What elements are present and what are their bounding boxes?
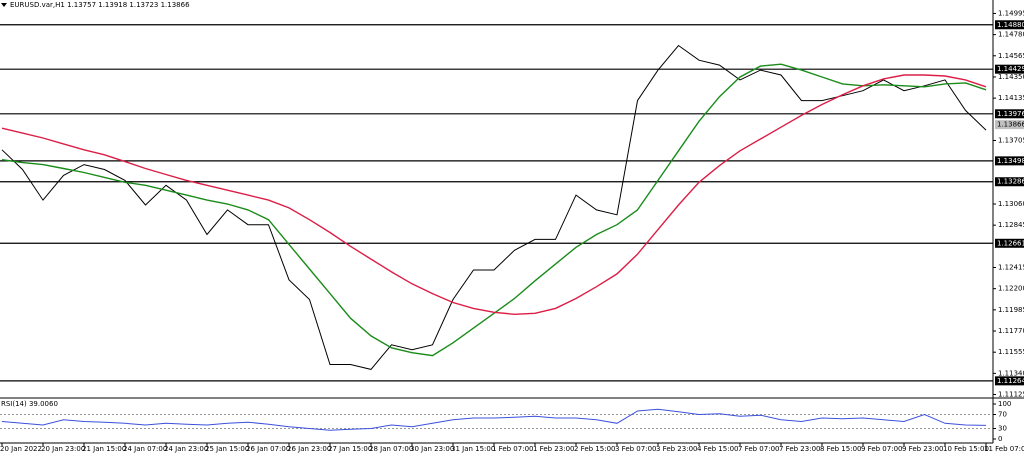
y-tick-label: 1.11985 (998, 306, 1024, 314)
y-tick-label: 1.14135 (998, 94, 1024, 102)
series-line (1, 63, 987, 357)
y-tick-label: 100 (998, 400, 1011, 408)
level-label-box (995, 376, 1024, 386)
level-label: 1.13498 (997, 157, 1024, 165)
x-tick-label: 3 Feb 07:00 (615, 445, 656, 453)
level-label-box (995, 64, 1024, 74)
x-tick-label: 1 Feb 07:00 (492, 445, 533, 453)
y-tick-label: 1.12415 (998, 264, 1024, 272)
level-label-box (995, 156, 1024, 166)
y-tick-label: 1.14565 (998, 52, 1024, 60)
chart-title: EURUSD.var,H1 1.13757 1.13918 1.13723 1.… (10, 1, 190, 9)
level-label-box (995, 177, 1024, 187)
x-tick-label: 20 Jan 2022 (0, 445, 42, 453)
series-line (1, 408, 987, 431)
current-price-box (995, 120, 1024, 130)
x-tick-label: 8 Feb 15:00 (820, 445, 861, 453)
y-tick-label: 1.11555 (998, 348, 1024, 356)
x-tick-label: 27 Jan 15:00 (328, 445, 372, 453)
x-tick-label: 10 Feb 15:00 (943, 445, 989, 453)
x-tick-label: 26 Jan 23:00 (287, 445, 331, 453)
level-label: 1.12661 (997, 239, 1024, 247)
x-tick-label: 31 Jan 15:00 (451, 445, 495, 453)
y-tick-label: 1.12200 (998, 285, 1024, 293)
x-tick-label: 26 Jan 07:00 (246, 445, 290, 453)
menu-triangle[interactable] (1, 3, 7, 7)
level-label: 1.14429 (997, 65, 1024, 73)
y-tick-label: 0 (998, 435, 1002, 443)
x-tick-label: 20 Jan 23:00 (41, 445, 85, 453)
y-tick-label: 1.12845 (998, 221, 1024, 229)
x-tick-label: 28 Jan 07:00 (369, 445, 413, 453)
rsi-title: RSI(14) 39.0060 (1, 400, 58, 408)
x-tick-label: 3 Feb 23:00 (656, 445, 697, 453)
x-tick-label: 9 Feb 07:00 (861, 445, 902, 453)
x-tick-label: 25 Jan 15:00 (205, 445, 249, 453)
x-tick-label: 24 Jan 23:00 (164, 445, 208, 453)
x-tick-label: 9 Feb 23:00 (902, 445, 943, 453)
level-label: 1.14880 (997, 21, 1024, 29)
y-tick-label: 1.14780 (998, 31, 1024, 39)
y-tick-label: 1.13705 (998, 136, 1024, 144)
level-label: 1.13976 (997, 110, 1024, 118)
x-tick-label: 2 Feb 15:00 (574, 445, 615, 453)
level-label-box (995, 20, 1024, 30)
level-label: 1.11264 (997, 377, 1024, 385)
y-tick-label: 1.11125 (998, 391, 1024, 399)
x-tick-label: 30 Jan 23:00 (410, 445, 454, 453)
x-tick-label: 7 Feb 23:00 (779, 445, 820, 453)
current-price-label: 1.13866 (997, 121, 1024, 129)
y-tick-label: 1.11340 (998, 369, 1024, 377)
series-line (1, 44, 987, 370)
y-tick-label: 1.13060 (998, 200, 1024, 208)
x-tick-label: 1 Feb 23:00 (533, 445, 574, 453)
x-tick-label: 7 Feb 07:00 (738, 445, 779, 453)
series-line (1, 74, 987, 316)
y-tick-label: 70 (998, 411, 1007, 419)
level-label: 1.13286 (997, 178, 1024, 186)
y-tick-label: 1.14995 (998, 9, 1024, 17)
level-label-box (995, 238, 1024, 248)
level-label-box (995, 109, 1024, 119)
x-tick-label: 24 Jan 07:00 (123, 445, 167, 453)
y-tick-label: 30 (998, 425, 1007, 433)
x-tick-label: 4 Feb 15:00 (697, 445, 738, 453)
y-tick-label: 1.11770 (998, 327, 1024, 335)
y-tick-label: 1.14350 (998, 73, 1024, 81)
x-tick-label: 11 Feb 07:00 (984, 445, 1024, 453)
x-tick-label: 21 Jan 15:00 (82, 445, 126, 453)
